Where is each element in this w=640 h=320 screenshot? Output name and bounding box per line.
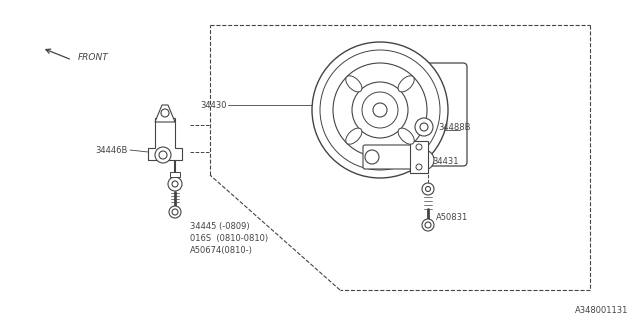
Text: 34446B: 34446B [95,146,127,155]
Circle shape [172,181,178,187]
Circle shape [159,151,167,159]
Circle shape [365,150,379,164]
Circle shape [425,222,431,228]
Circle shape [155,147,171,163]
FancyBboxPatch shape [363,145,412,169]
Circle shape [373,103,387,117]
Circle shape [414,150,434,170]
Circle shape [161,109,169,117]
Text: 34430: 34430 [200,100,227,109]
Circle shape [416,144,422,150]
FancyBboxPatch shape [381,63,467,166]
Circle shape [320,50,440,170]
Ellipse shape [398,76,414,92]
Circle shape [362,92,398,128]
Text: 34445 (-0809)
016S  (0810-0810)
A50674(0810-): 34445 (-0809) 016S (0810-0810) A50674(08… [190,222,268,255]
Bar [170,172,180,177]
Circle shape [333,63,427,157]
Text: 34431: 34431 [432,156,458,165]
Text: 34488B: 34488B [438,123,470,132]
Circle shape [416,164,422,170]
Circle shape [415,118,433,136]
Circle shape [168,177,182,191]
Circle shape [426,187,431,191]
Circle shape [172,209,178,215]
Ellipse shape [346,76,362,92]
Text: A50831: A50831 [436,212,468,221]
Polygon shape [148,118,182,160]
Ellipse shape [346,128,362,144]
Circle shape [420,123,428,131]
Circle shape [422,183,434,195]
Text: FRONT: FRONT [78,52,109,61]
Circle shape [420,156,428,164]
Polygon shape [155,105,175,122]
Ellipse shape [398,128,414,144]
Circle shape [422,219,434,231]
Circle shape [352,82,408,138]
Text: A348001131: A348001131 [575,306,628,315]
Circle shape [169,206,181,218]
Circle shape [312,42,448,178]
Polygon shape [410,141,428,173]
